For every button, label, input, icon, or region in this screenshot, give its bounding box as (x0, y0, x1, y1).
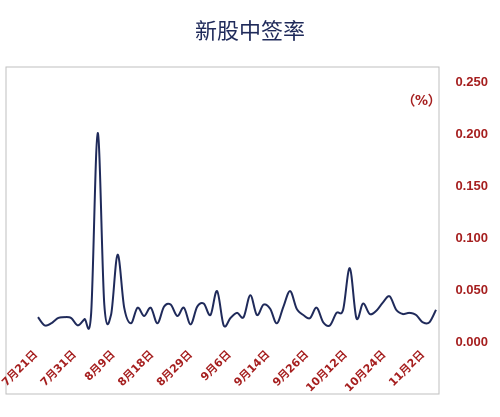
y-tick-label: 0.000 (455, 334, 488, 349)
y-axis-ticks: 0.000 0.050 0.100 0.150 0.200 0.250 (455, 74, 488, 349)
x-tick-label: 8月29日 (154, 348, 195, 389)
x-tick-label: 10月24日 (342, 348, 388, 394)
y-tick-label: 0.150 (455, 178, 488, 193)
x-tick-label: 8月9日 (82, 348, 118, 384)
chart-title: 新股中签率 (194, 20, 305, 45)
x-tick-label: 11月2日 (386, 348, 427, 389)
x-tick-label: 7月31日 (38, 348, 79, 389)
unit-label: （%） (402, 93, 441, 109)
y-tick-label: 0.050 (455, 282, 488, 297)
y-tick-label: 0.200 (455, 126, 488, 141)
x-tick-label: 10月12日 (303, 348, 349, 394)
series-line (37, 131, 437, 330)
x-tick-label: 9月6日 (198, 348, 234, 384)
x-tick-label: 9月14日 (231, 348, 272, 389)
y-tick-label: 0.100 (455, 230, 488, 245)
x-tick-label: 8月18日 (115, 348, 156, 389)
plot-border (5, 66, 440, 395)
y-tick-label: 0.250 (455, 74, 488, 89)
